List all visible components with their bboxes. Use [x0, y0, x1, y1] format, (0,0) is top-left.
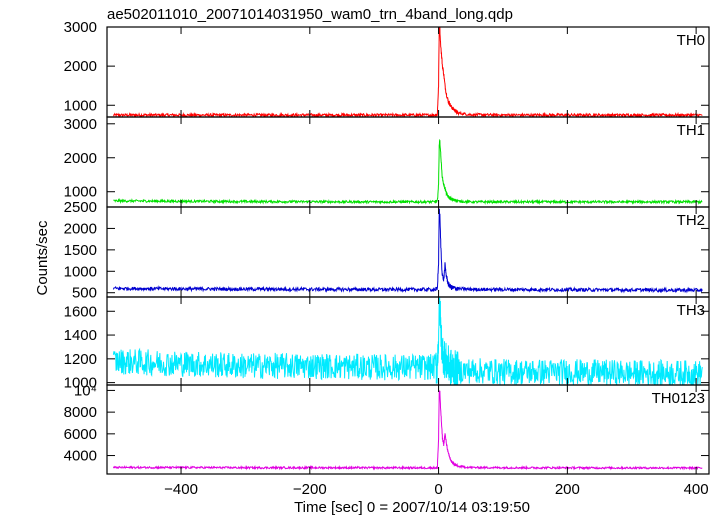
y-tick-label: 2000 — [64, 220, 97, 237]
y-tick-label: 2000 — [64, 150, 97, 167]
x-axis-ticks: −400 −200 0 200 400 — [164, 481, 708, 498]
plot-panels: 1000 2000 3000 TH0 1000 2000 3000 TH1 500 1000 150… — [64, 19, 710, 475]
series-line-th0123 — [112, 390, 703, 471]
panel-frame — [106, 116, 710, 208]
series-line-th3 — [112, 297, 703, 385]
y-tick-label: 500 — [72, 285, 97, 302]
y-tick-label: 2500 — [64, 199, 97, 216]
y-axis-label: Counts/sec — [34, 220, 51, 296]
x-tick-label: −200 — [293, 481, 327, 498]
chart-title: ae502011010_20071014031950_wam0_trn_4ban… — [107, 6, 513, 23]
y-tick-label: 1000 — [64, 375, 97, 392]
series-line-th2 — [112, 208, 703, 294]
panel-frame — [106, 206, 710, 298]
x-tick-label: 200 — [555, 481, 580, 498]
series-line-th1 — [113, 138, 703, 206]
x-tick-label: 400 — [684, 481, 709, 498]
x-tick-label: 0 — [434, 481, 442, 498]
y-tick-label: 6000 — [64, 426, 97, 443]
y-tick-label: 1500 — [64, 242, 97, 259]
panel-th1: 1000 2000 3000 TH1 — [64, 116, 710, 208]
y-tick-label: 1400 — [64, 327, 97, 344]
y-tick-label: 4000 — [64, 448, 97, 465]
panel-th3: 1000 1200 1400 1600 TH3 — [64, 296, 710, 392]
panel-label-th2: TH2 — [677, 212, 705, 229]
y-tick-label: 1000 — [64, 184, 97, 201]
panel-th2: 500 1000 1500 2000 2500 TH2 — [64, 199, 710, 302]
y-tick-label: 1600 — [64, 303, 97, 320]
x-tick-label: −400 — [164, 481, 198, 498]
panel-frame — [106, 384, 710, 475]
y-tick-label: 1200 — [64, 351, 97, 368]
x-axis-label: Time [sec] 0 = 2007/10/14 03:19:50 — [294, 499, 530, 516]
panel-th0: 1000 2000 3000 TH0 — [64, 19, 710, 118]
y-tick-label: 1000 — [64, 263, 97, 280]
panel-label-th0: TH0 — [677, 32, 705, 49]
y-tick-label: 8000 — [64, 404, 97, 421]
y-tick-label: 2000 — [64, 58, 97, 75]
series-line-th0 — [112, 27, 703, 117]
y-tick-label: 3000 — [64, 116, 97, 133]
panel-th0123: 4000 6000 8000 10⁴ TH0123 — [64, 382, 710, 475]
panel-frame — [106, 26, 710, 118]
panel-label-th0123: TH0123 — [652, 390, 705, 407]
y-tick-label: 1000 — [64, 97, 97, 114]
panel-label-th1: TH1 — [677, 122, 705, 139]
y-tick-label: 3000 — [64, 19, 97, 36]
panel-label-th3: TH3 — [677, 302, 705, 319]
y-tick-label: 10⁴ — [74, 382, 97, 399]
